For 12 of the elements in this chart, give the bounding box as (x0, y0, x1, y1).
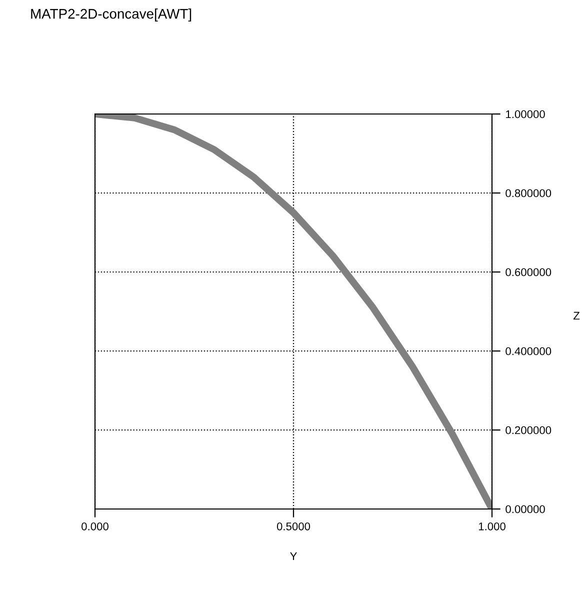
y-tick-label: 0.00000 (506, 505, 545, 514)
y-tick-label: 0.400000 (506, 347, 552, 356)
x-axis-title: Y (290, 552, 297, 560)
x-tick-label: 0.5000 (276, 522, 310, 530)
x-tick-label: 1.000 (478, 522, 506, 530)
x-tick-label: 0.000 (82, 522, 108, 530)
y-tick-label: 0.800000 (506, 189, 552, 198)
y-tick-label: 0.600000 (506, 268, 552, 276)
chart-title: MATP2-2D-concave[AWT] (31, 8, 192, 22)
y-axis-title: Z (573, 312, 580, 320)
y-tick-label: 1.00000 (506, 110, 545, 118)
y-tick-label: 0.200000 (506, 426, 552, 434)
